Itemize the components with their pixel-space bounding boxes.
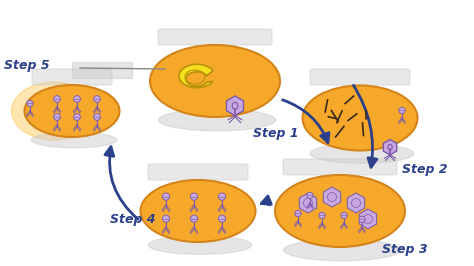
Ellipse shape <box>25 85 119 137</box>
FancyArrowPatch shape <box>354 85 377 167</box>
Ellipse shape <box>399 107 405 114</box>
Polygon shape <box>227 96 244 116</box>
Ellipse shape <box>341 212 347 219</box>
Ellipse shape <box>191 215 198 222</box>
Ellipse shape <box>54 114 60 120</box>
Polygon shape <box>359 209 377 229</box>
Ellipse shape <box>163 193 170 200</box>
Ellipse shape <box>150 45 280 117</box>
Polygon shape <box>323 187 341 207</box>
Ellipse shape <box>27 100 33 107</box>
Polygon shape <box>347 193 365 213</box>
FancyBboxPatch shape <box>283 159 397 175</box>
Text: Step 2: Step 2 <box>402 164 447 177</box>
FancyArrowPatch shape <box>283 100 329 143</box>
FancyArrowPatch shape <box>105 147 138 219</box>
Polygon shape <box>383 139 397 155</box>
Ellipse shape <box>148 236 252 254</box>
Ellipse shape <box>275 175 405 247</box>
FancyBboxPatch shape <box>310 69 410 85</box>
Ellipse shape <box>94 114 100 120</box>
Ellipse shape <box>54 95 60 102</box>
Ellipse shape <box>310 144 414 163</box>
Ellipse shape <box>94 95 100 102</box>
FancyArrowPatch shape <box>261 196 271 205</box>
Text: Step 4: Step 4 <box>110 213 155 226</box>
Ellipse shape <box>158 109 275 131</box>
Ellipse shape <box>319 212 325 219</box>
Ellipse shape <box>73 114 81 120</box>
Text: Step 3: Step 3 <box>382 243 428 256</box>
Text: Step 5: Step 5 <box>4 59 50 72</box>
Ellipse shape <box>219 193 226 200</box>
Text: Step 1: Step 1 <box>253 127 299 139</box>
Polygon shape <box>179 64 213 88</box>
Ellipse shape <box>191 193 198 200</box>
Ellipse shape <box>307 192 313 198</box>
FancyBboxPatch shape <box>148 164 248 180</box>
Ellipse shape <box>31 132 117 148</box>
Ellipse shape <box>219 215 226 222</box>
FancyBboxPatch shape <box>72 62 132 78</box>
Ellipse shape <box>163 215 170 222</box>
Ellipse shape <box>302 85 418 151</box>
Ellipse shape <box>140 180 255 242</box>
Ellipse shape <box>283 239 401 261</box>
Ellipse shape <box>73 95 81 102</box>
Polygon shape <box>300 193 317 213</box>
Ellipse shape <box>295 210 301 217</box>
Ellipse shape <box>359 216 365 223</box>
Ellipse shape <box>11 82 97 140</box>
FancyBboxPatch shape <box>32 69 112 85</box>
FancyBboxPatch shape <box>158 29 272 45</box>
